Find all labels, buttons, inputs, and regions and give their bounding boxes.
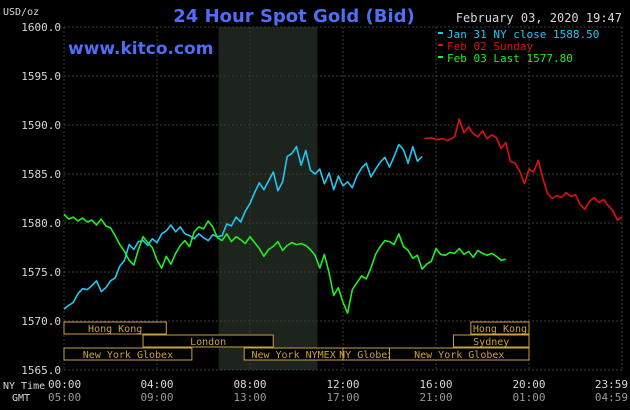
legend-swatch — [438, 56, 443, 58]
session-box — [470, 321, 530, 335]
series-line-1 — [63, 143, 423, 310]
y-tick-label: 1590.0 — [21, 119, 61, 132]
series-line-2 — [424, 118, 623, 221]
session-box — [452, 334, 530, 348]
y-unit-label: USD/oz — [3, 7, 39, 18]
session-label: Hong Kong — [88, 324, 142, 335]
series-line-3 — [63, 213, 506, 315]
y-tick-label: 1565.0 — [21, 364, 61, 377]
watermark-text: www.kitco.com — [68, 39, 213, 59]
x-tick-label-ny: 04:00 — [140, 378, 173, 391]
session-box — [63, 321, 167, 335]
x-tick-label-gmt: 01:00 — [512, 391, 545, 404]
x-tick-label-gmt: 13:00 — [233, 391, 266, 404]
x-gmt-label: GMT — [12, 393, 30, 404]
grid-layer — [63, 26, 623, 371]
x-tick-label-gmt: 05:00 — [48, 391, 81, 404]
market-sessions: Hong Kong London New York Globex New York N… — [63, 321, 530, 361]
chart-title: 24 Hour Spot Gold (Bid) — [173, 6, 414, 27]
session-label: Sydney — [473, 337, 509, 348]
session-box — [142, 334, 274, 348]
x-tick-label-ny: 12:00 — [326, 378, 359, 391]
session-label: NY Globex — [339, 350, 393, 361]
legend-label: Jan 31 NY close 1588.50 — [447, 28, 599, 41]
x-tick-label-gmt: 21:00 — [419, 391, 452, 404]
x-tick-label-gmt: 17:00 — [326, 391, 359, 404]
session-label: Hong Kong — [473, 324, 527, 335]
legend-label: Feb 02 Sunday — [447, 40, 533, 53]
x-tick-label-ny: 23:59 — [595, 378, 628, 391]
session-label: New York Globex — [83, 350, 173, 361]
y-tick-label: 1575.0 — [21, 266, 61, 279]
session-box — [389, 347, 530, 361]
session-label: New York NYMEX — [251, 350, 335, 361]
y-tick-label: 1580.0 — [21, 217, 61, 230]
nymex-highlight — [218, 27, 318, 370]
x-tick-label-ny: 20:00 — [512, 378, 545, 391]
legend-swatch — [438, 32, 443, 34]
x-tick-label-ny: 16:00 — [419, 378, 452, 391]
highlight-layer — [218, 27, 318, 370]
x-time-label: NY Time — [3, 381, 45, 392]
x-tick-label-gmt: 04:59 — [595, 391, 628, 404]
y-tick-label: 1585.0 — [21, 168, 61, 181]
y-tick-label: 1595.0 — [21, 70, 61, 83]
legend-label: Feb 03 Last 1577.80 — [447, 52, 573, 65]
date-label: February 03, 2020 19:47 — [456, 11, 622, 25]
x-tick-label-ny: 00:00 — [48, 378, 81, 391]
x-tick-label-gmt: 09:00 — [140, 391, 173, 404]
y-tick-label: 1570.0 — [21, 315, 61, 328]
session-label: New York Globex — [414, 350, 504, 361]
y-tick-label: 1600.0 — [21, 21, 61, 34]
legend-swatch — [438, 44, 443, 46]
session-box — [63, 347, 193, 361]
axis-layer: 1600.0 1595.0 1590.0 1585.0 1580.0 1575.0 1570… — [21, 21, 628, 404]
session-label: London — [190, 337, 226, 348]
series-layer — [63, 118, 623, 315]
x-tick-label-ny: 08:00 — [233, 378, 266, 391]
